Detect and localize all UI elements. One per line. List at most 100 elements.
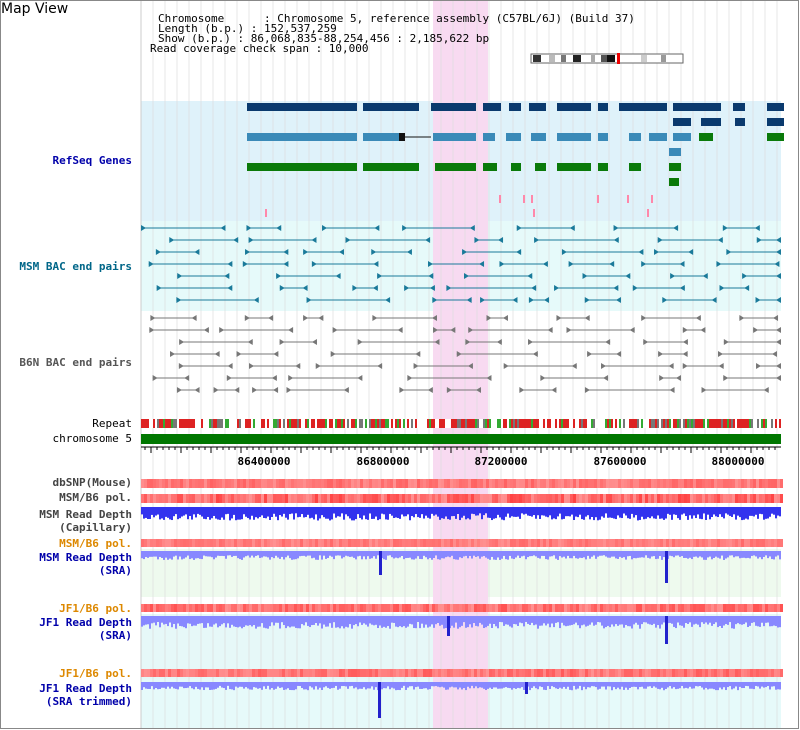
repeat-element [445, 419, 447, 428]
repeat-element [665, 419, 667, 428]
polymorphism-cell [420, 669, 423, 677]
polymorphism-cell [453, 539, 456, 547]
repeat-element [613, 419, 615, 428]
depth-bar [171, 507, 173, 521]
polymorphism-cell [324, 604, 327, 612]
repeat-element [473, 419, 475, 428]
depth-bar [529, 507, 531, 516]
polymorphism-cell [693, 669, 696, 677]
polymorphism-cell [618, 539, 621, 547]
polymorphism-cell [384, 604, 387, 612]
depth-bar [281, 682, 283, 688]
polymorphism-cell [231, 604, 234, 612]
depth-bar [617, 616, 619, 626]
polymorphism-cell [162, 604, 165, 612]
gene-exon [535, 163, 546, 171]
polymorphism-cell [168, 669, 171, 677]
depth-bar [143, 551, 145, 560]
polymorphism-cell [315, 669, 318, 677]
depth-bar [283, 551, 285, 560]
polymorphism-cell [597, 669, 600, 677]
depth-bar [739, 616, 741, 625]
depth-bar [597, 507, 599, 521]
depth-bar [345, 551, 347, 556]
polymorphism-cell [426, 494, 429, 503]
depth-bar [359, 682, 361, 689]
polymorphism-cell [708, 604, 711, 612]
depth-bar [715, 682, 717, 691]
bac-end [756, 363, 762, 369]
repeat-element [143, 419, 145, 428]
polymorphism-cell [348, 604, 351, 612]
depth-bar [321, 682, 323, 690]
depth-bar [195, 682, 197, 687]
repeat-element [489, 419, 491, 428]
depth-bar [659, 616, 661, 629]
polymorphism-cell [546, 604, 549, 612]
repeat-element [533, 419, 535, 428]
depth-bar [753, 507, 755, 517]
polymorphism-cell [276, 539, 279, 547]
depth-bar [667, 507, 669, 514]
depth-bar [435, 682, 437, 687]
polymorphism-cell [255, 669, 258, 677]
gene-exon [598, 133, 608, 141]
polymorphism-cell [252, 539, 255, 547]
depth-bar [385, 507, 387, 520]
track-label-msm-bac: MSM BAC end pairs [19, 260, 132, 273]
repeat-element [677, 419, 679, 428]
bac-end [432, 315, 438, 321]
polymorphism-cell [705, 539, 708, 547]
polymorphism-cell [771, 669, 774, 677]
depth-bar [535, 507, 537, 519]
polymorphism-cell [459, 479, 462, 488]
depth-bar [509, 507, 511, 518]
depth-bar [253, 682, 255, 688]
depth-bar [161, 507, 163, 519]
polymorphism-cell [765, 604, 768, 612]
bac-end [169, 237, 175, 243]
repeat-element [271, 419, 273, 428]
polymorphism-cell [414, 494, 417, 503]
polymorphism-cell [333, 494, 336, 503]
polymorphism-cell [249, 669, 252, 677]
polymorphism-cell [435, 669, 438, 677]
depth-bar [617, 682, 619, 688]
polymorphism-cell [750, 494, 753, 503]
depth-bar [431, 682, 433, 687]
polymorphism-cell [663, 494, 666, 503]
polymorphism-cell [567, 539, 570, 547]
depth-spike [378, 682, 381, 718]
depth-bar [685, 616, 687, 624]
polymorphism-cell [237, 494, 240, 503]
polymorphism-cell [159, 669, 162, 677]
polymorphism-cell [324, 669, 327, 677]
depth-bar [441, 682, 443, 687]
polymorphism-cell [762, 494, 765, 503]
polymorphism-cell [174, 539, 177, 547]
depth-bar [535, 551, 537, 557]
polymorphism-cell [378, 604, 381, 612]
track-label-jf1-depth-sra-sub: (SRA) [98, 629, 132, 642]
bac-end [556, 315, 562, 321]
depth-bar [677, 551, 679, 556]
bac-end [641, 315, 647, 321]
depth-bar [473, 551, 475, 556]
polymorphism-cell [567, 479, 570, 488]
depth-bar [519, 551, 521, 558]
depth-bar [651, 616, 653, 626]
depth-bar [533, 616, 535, 626]
polymorphism-cell [177, 669, 180, 677]
polymorphism-cell [744, 494, 747, 503]
depth-bar [389, 616, 391, 629]
polymorphism-cell [582, 539, 585, 547]
polymorphism-cell [168, 479, 171, 488]
polymorphism-cell [516, 494, 519, 503]
polymorphism-cell [177, 539, 180, 547]
polymorphism-cell [717, 604, 720, 612]
polymorphism-cell [252, 494, 255, 503]
depth-bar [183, 682, 185, 689]
polymorphism-cell [666, 479, 669, 488]
depth-bar [257, 682, 259, 689]
